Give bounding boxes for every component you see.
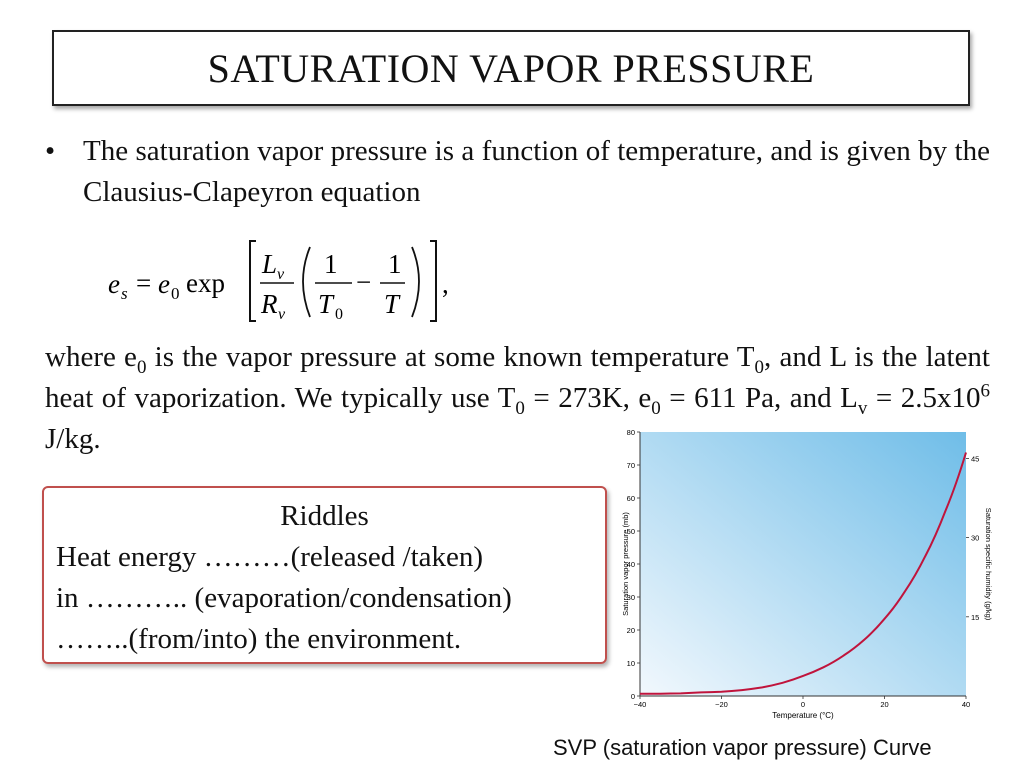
- y-tick-group: 0 10 20 30 40 50 60 70 80: [627, 428, 640, 701]
- y2-tick-label: 30: [971, 534, 979, 543]
- title-box: SATURATION VAPOR PRESSURE: [52, 30, 970, 106]
- where-text-6: = 2.5x10: [867, 382, 981, 414]
- where-sub-T0-b: 0: [515, 397, 525, 419]
- riddle-line-1: Heat energy ………(released /taken): [56, 541, 484, 573]
- clausius-clapeyron-equation: e s = e 0 exp L v R v 1 T 0 − 1 T ,: [108, 240, 449, 323]
- eq-right-paren: [411, 246, 420, 318]
- y2-tick-label: 45: [971, 454, 979, 463]
- y-tick-label: 70: [627, 461, 635, 470]
- series-line-svp: [639, 452, 967, 695]
- y-tick-label: 80: [627, 428, 635, 437]
- where-text-2: is the vapor pressure at some known temp…: [146, 341, 755, 373]
- eq-one-b: 1: [388, 249, 402, 279]
- eq-L-sub: v: [277, 266, 285, 283]
- eq-exp: exp: [186, 268, 225, 298]
- x-tick-label: −40: [634, 700, 647, 709]
- eq-left-bracket: [249, 240, 256, 322]
- where-text-5: = 611 Pa, and L: [660, 382, 858, 414]
- y-axis-label: Saturation vapor pressure (mb): [621, 512, 630, 616]
- eq-comma: ,: [442, 269, 449, 299]
- x-tick-label: 20: [880, 700, 888, 709]
- eq-T: T: [384, 289, 401, 319]
- svp-chart: 0 10 20 30 40 50 60 70 80 −40 −20 0 20 40 15 30 45 Tem…: [621, 428, 993, 720]
- riddle-box: Riddles Heat energy ………(released /taken)…: [42, 486, 607, 664]
- eq-R: R: [260, 289, 278, 319]
- eq-minus: −: [356, 267, 371, 297]
- eq-equals: =: [136, 268, 151, 298]
- y-tick-label: 30: [627, 593, 635, 602]
- y-tick-label: 50: [627, 527, 635, 536]
- eq-R-sub: v: [278, 306, 286, 323]
- eq-T0: T: [318, 289, 335, 319]
- eq-e0-sub: 0: [171, 284, 180, 303]
- eq-T0-sub: 0: [335, 306, 343, 323]
- eq-lhs-sub: s: [121, 284, 128, 303]
- where-text-4: = 273K, e: [524, 382, 652, 414]
- where-paragraph: where e0 is the vapor pressure at some k…: [45, 337, 990, 460]
- riddle-line-3: ……..(from/into) the environment.: [56, 623, 462, 655]
- bullet-text: The saturation vapor pressure is a funct…: [83, 135, 990, 208]
- riddle-title: Riddles: [280, 500, 369, 532]
- y-tick-label: 60: [627, 494, 635, 503]
- x-tick-label: 40: [962, 700, 970, 709]
- x-tick-label: 0: [801, 700, 805, 709]
- y2-tick-group: 15 30 45: [966, 454, 979, 622]
- where-sub-Lv: v: [857, 397, 868, 419]
- chart-caption: SVP (saturation vapor pressure) Curve: [553, 735, 932, 760]
- where-text-1: where e: [45, 341, 137, 373]
- x-tick-label: −20: [715, 700, 728, 709]
- y-tick-label: 20: [627, 626, 635, 635]
- where-sup-exponent: 6: [980, 380, 991, 402]
- where-text-3: , and L is the latent heat of vaporizati…: [45, 341, 990, 414]
- plot-background: [640, 432, 966, 696]
- eq-e0: e: [158, 269, 170, 299]
- bullet-symbol: •: [45, 135, 56, 167]
- eq-L: L: [261, 249, 277, 279]
- where-sub-e0: 0: [136, 356, 147, 378]
- y-tick-label: 40: [627, 560, 635, 569]
- y-tick-label: 0: [631, 692, 635, 701]
- y2-axis-label: Saturation specific humidity (g/kg): [984, 508, 993, 621]
- y2-tick-label: 15: [971, 613, 979, 622]
- bullet-point: • The saturation vapor pressure is a fun…: [45, 131, 990, 213]
- y-tick-label: 10: [627, 659, 635, 668]
- eq-left-paren: [302, 246, 311, 318]
- x-axis-label: Temperature (°C): [772, 711, 834, 720]
- slide-title: SATURATION VAPOR PRESSURE: [207, 45, 815, 91]
- eq-right-bracket: [430, 240, 437, 322]
- where-sub-e0-b: 0: [651, 397, 661, 419]
- eq-lhs: e: [108, 269, 120, 299]
- where-text-7: J/kg.: [45, 423, 101, 455]
- where-sub-T0: 0: [754, 356, 765, 378]
- x-tick-group: −40 −20 0 20 40: [634, 696, 970, 709]
- riddle-line-2: in ……….. (evaporation/condensation): [56, 582, 512, 614]
- eq-one-a: 1: [324, 249, 338, 279]
